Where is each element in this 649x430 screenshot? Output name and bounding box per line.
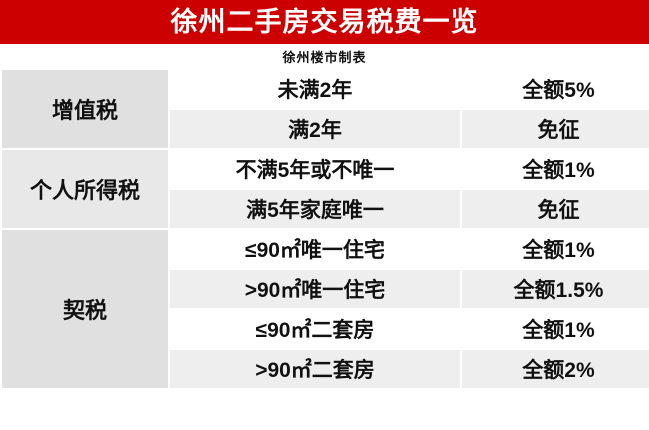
table-row: 满2年 免征: [1, 108, 649, 150]
condition-cell: >90㎡唯一住宅: [168, 268, 462, 310]
rate-cell: 免征: [460, 188, 649, 230]
condition-cell: 未满2年: [168, 68, 462, 110]
rate-cell: 全额1%: [460, 228, 649, 270]
source-credit: 徐州楼市制表: [282, 49, 367, 65]
rate-cell: 免征: [460, 108, 649, 150]
condition-cell: ≤90㎡唯一住宅: [168, 228, 462, 270]
category-cell-vat: 增值税: [0, 68, 170, 150]
page-title: 徐州二手房交易税费一览: [170, 6, 479, 37]
tax-table: 增值税 未满2年 全额5% 满2年 免征 个人所得税 不满5年或不唯一 全额1%…: [0, 68, 649, 390]
condition-cell: 满2年: [168, 108, 462, 150]
condition-cell: >90㎡二套房: [168, 348, 462, 390]
table-row: 增值税 未满2年 全额5%: [0, 68, 649, 150]
subheader: 徐州楼市制表: [0, 44, 649, 68]
table-row: >90㎡二套房 全额2%: [1, 348, 649, 390]
table-row: >90㎡唯一住宅 全额1.5%: [1, 268, 649, 310]
condition-cell: 不满5年或不唯一: [168, 148, 462, 190]
rate-cell: 全额1%: [460, 148, 649, 190]
rate-cell: 全额1%: [460, 308, 649, 350]
condition-cell: 满5年家庭唯一: [168, 188, 462, 230]
category-cell-income-tax: 个人所得税: [0, 148, 170, 230]
table-row: 契税 ≤90㎡唯一住宅 全额1%: [0, 228, 649, 390]
category-cell-deed-tax: 契税: [0, 228, 170, 390]
rate-cell: 全额1.5%: [460, 268, 649, 310]
condition-cell: ≤90㎡二套房: [168, 308, 462, 350]
header-banner: 徐州二手房交易税费一览: [0, 0, 649, 44]
rate-cell: 全额2%: [460, 348, 649, 390]
table-row: 满5年家庭唯一 免征: [1, 188, 649, 230]
rate-cell: 全额5%: [460, 68, 649, 110]
table-row: ≤90㎡二套房 全额1%: [1, 308, 649, 350]
table-row: 个人所得税 不满5年或不唯一 全额1%: [0, 148, 649, 230]
